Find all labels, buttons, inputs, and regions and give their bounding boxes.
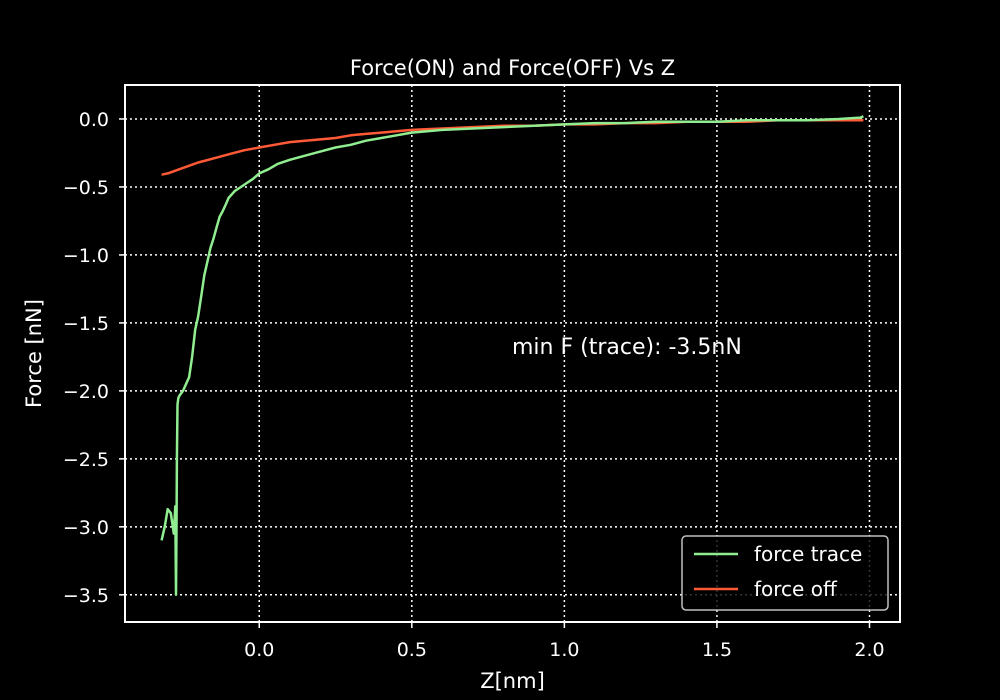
y-tick-label: −3.0 bbox=[63, 517, 109, 539]
y-tick-label: −0.5 bbox=[63, 177, 109, 199]
axis-ticks: 0.0 0.5 1.0 1.5 2.0 0.0 −0.5 −1.0 −1.5 −2.0 −2.5 −3… bbox=[63, 109, 885, 661]
series-line-force-off bbox=[161, 119, 864, 176]
y-axis-label: Force [nN] bbox=[22, 299, 46, 408]
chart-title: Force(ON) and Force(OFF) Vs Z bbox=[350, 56, 675, 80]
x-axis-label: Z[nm] bbox=[480, 669, 545, 693]
y-tick-label: −3.5 bbox=[63, 585, 109, 607]
plot-frame bbox=[124, 84, 901, 623]
x-tick-label: 2.0 bbox=[854, 639, 884, 661]
legend: force trace force off bbox=[681, 535, 889, 611]
x-tick-label: 1.0 bbox=[549, 639, 579, 661]
legend-label-force-off: force off bbox=[754, 577, 838, 601]
x-tick-label: 0.5 bbox=[397, 639, 427, 661]
min-force-annotation: min F (trace): -3.5nN bbox=[512, 335, 742, 360]
x-tick-label: 1.5 bbox=[702, 639, 732, 661]
data-series bbox=[160, 115, 864, 597]
x-tick-label: 0.0 bbox=[244, 639, 274, 661]
y-tick-label: −2.0 bbox=[63, 381, 109, 403]
y-tick-label: −1.5 bbox=[63, 313, 109, 335]
y-tick-label: −1.0 bbox=[63, 245, 109, 267]
legend-label-force-trace: force trace bbox=[754, 542, 862, 566]
y-tick-label: −2.5 bbox=[63, 449, 109, 471]
y-tick-label: 0.0 bbox=[79, 109, 109, 131]
series-line-force-trace bbox=[160, 115, 864, 597]
